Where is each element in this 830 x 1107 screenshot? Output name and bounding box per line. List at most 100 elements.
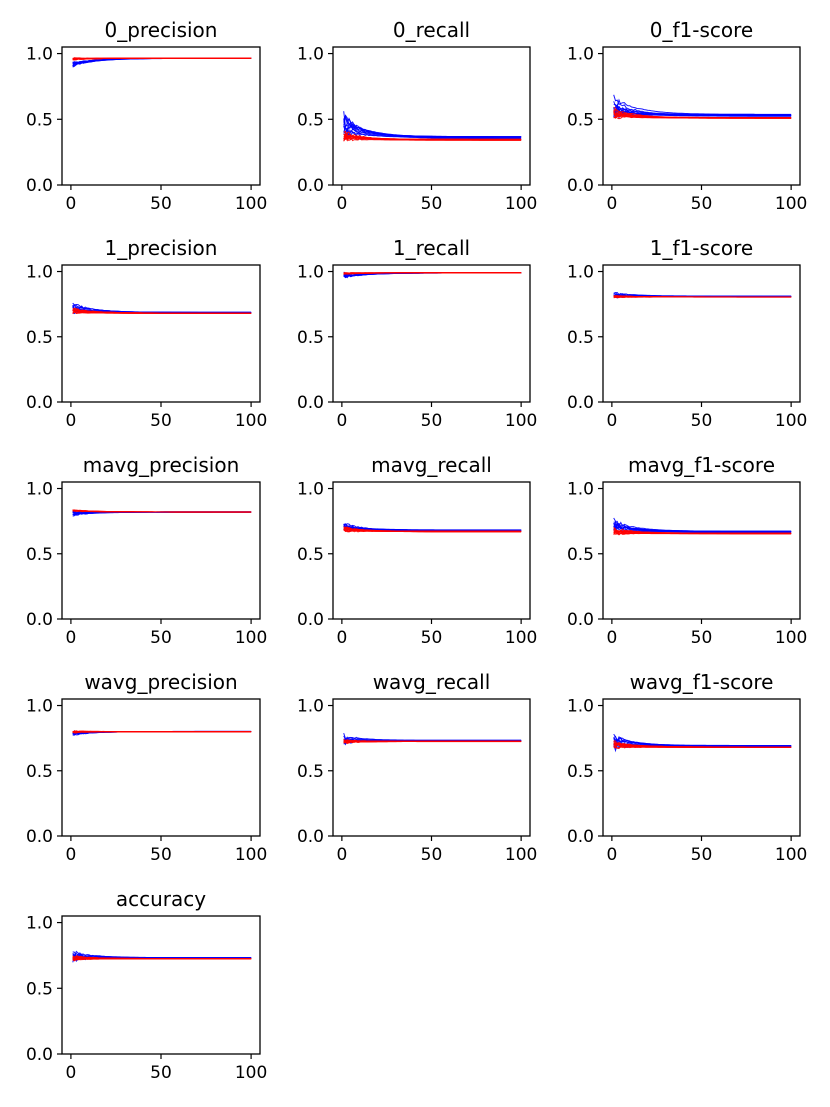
x-tick-label: 100 [235, 1063, 267, 1083]
x-tick-label: 0 [606, 411, 617, 431]
subplot-wavg-precision: wavg_precision 0 50 100 0.0 0.5 1.0 [26, 670, 267, 865]
axes-frame [332, 698, 531, 837]
subplot-title: 1_f1-score [650, 236, 753, 260]
y-tick-label: 0.0 [26, 176, 53, 196]
subplot-0-f1-score: 0_f1-score 0 50 100 0.0 0.5 1.0 [567, 18, 807, 214]
red-runs-line [613, 108, 792, 119]
y-tick-label: 1.0 [297, 263, 324, 283]
y-tick-label: 0.5 [26, 762, 53, 782]
subplot-mavg-recall: mavg_recall 0 50 100 0.0 0.5 1.0 [297, 453, 537, 648]
y-tick-label: 1.0 [567, 480, 594, 500]
x-tick-label: 0 [336, 194, 347, 214]
red-runs-line [72, 510, 252, 513]
series-lines [613, 291, 792, 299]
x-tick-label: 0 [336, 845, 347, 865]
x-tick-label: 100 [775, 411, 807, 431]
y-tick-label: 0.0 [26, 610, 53, 630]
axes-frame [61, 264, 261, 403]
y-tick-label: 0.5 [297, 762, 324, 782]
axes-frame [602, 264, 801, 403]
x-tick-label: 50 [150, 845, 172, 865]
axes-frame [602, 698, 801, 837]
series-lines [343, 111, 522, 142]
axes-frame [61, 915, 261, 1055]
y-tick-label: 0.0 [567, 827, 594, 847]
x-tick-label: 0 [65, 628, 76, 648]
y-tick-label: 0.5 [26, 110, 53, 130]
x-tick-label: 50 [421, 628, 443, 648]
subplot-title: wavg_f1-score [630, 670, 774, 694]
series-lines [343, 523, 522, 533]
axes-frame [332, 46, 531, 186]
red-runs-line [613, 295, 792, 298]
axes-frame [61, 46, 261, 186]
blue-runs-line [613, 94, 792, 115]
x-tick-label: 100 [775, 628, 807, 648]
axes-frame [332, 481, 531, 620]
y-tick-label: 0.0 [567, 393, 594, 413]
red-runs-line [613, 530, 792, 536]
subplot-1-precision: 1_precision 0 50 100 0.0 0.5 1.0 [26, 236, 267, 431]
x-tick-label: 50 [150, 628, 172, 648]
x-tick-label: 100 [505, 628, 537, 648]
blue-runs-line [72, 57, 252, 67]
blue-runs-line [613, 106, 792, 118]
y-tick-label: 1.0 [567, 45, 594, 65]
blue-runs-line [72, 951, 252, 959]
series-lines [72, 302, 252, 315]
x-tick-label: 100 [505, 194, 537, 214]
red-runs-line [343, 131, 522, 141]
y-tick-label: 0.5 [26, 328, 53, 348]
y-tick-label: 0.0 [567, 610, 594, 630]
subplot-wavg-recall: wavg_recall 0 50 100 0.0 0.5 1.0 [297, 670, 537, 865]
subplot-title: 1_recall [393, 236, 470, 260]
x-tick-label: 100 [505, 845, 537, 865]
subplot-title: wavg_precision [84, 670, 237, 694]
subplot-title: accuracy [116, 887, 206, 911]
series-lines [613, 94, 792, 120]
y-tick-label: 1.0 [297, 697, 324, 717]
x-tick-label: 100 [235, 628, 267, 648]
subplot-title: 0_f1-score [650, 18, 753, 42]
x-tick-label: 50 [421, 845, 443, 865]
x-tick-label: 50 [150, 411, 172, 431]
x-tick-label: 100 [775, 194, 807, 214]
y-tick-label: 0.5 [26, 545, 53, 565]
subplot-title: mavg_recall [371, 453, 492, 477]
x-tick-label: 50 [421, 411, 443, 431]
red-runs-line [72, 957, 252, 961]
blue-runs-line [613, 735, 792, 747]
x-tick-label: 0 [65, 411, 76, 431]
y-tick-label: 0.5 [567, 110, 594, 130]
y-tick-label: 0.0 [567, 176, 594, 196]
x-tick-label: 50 [150, 1063, 172, 1083]
y-tick-label: 0.0 [26, 827, 53, 847]
series-lines [72, 509, 252, 517]
subplot-title: 0_precision [105, 18, 218, 42]
red-runs-line [343, 272, 522, 275]
x-tick-label: 100 [235, 411, 267, 431]
subplot-mavg-precision: mavg_precision 0 50 100 0.0 0.5 1.0 [26, 453, 267, 648]
x-tick-label: 50 [150, 194, 172, 214]
x-tick-label: 0 [65, 845, 76, 865]
red-runs-line [343, 739, 522, 743]
y-tick-label: 0.5 [567, 545, 594, 565]
blue-runs-line [613, 291, 792, 297]
subplot-0-precision: 0_precision 0 50 100 0.0 0.5 1.0 [26, 18, 267, 214]
y-tick-label: 1.0 [26, 914, 53, 934]
y-tick-label: 0.0 [297, 393, 324, 413]
y-tick-label: 1.0 [567, 263, 594, 283]
subplot-title: 0_recall [393, 18, 470, 42]
y-tick-label: 1.0 [26, 45, 53, 65]
x-tick-label: 0 [336, 628, 347, 648]
y-tick-label: 0.0 [297, 827, 324, 847]
red-runs-line [72, 311, 252, 314]
blue-runs-line [343, 523, 522, 532]
y-tick-label: 0.5 [26, 979, 53, 999]
x-tick-label: 50 [691, 628, 713, 648]
blue-runs-line [613, 523, 792, 532]
x-tick-label: 0 [606, 194, 617, 214]
red-runs-line [343, 135, 522, 141]
x-tick-label: 50 [691, 411, 713, 431]
